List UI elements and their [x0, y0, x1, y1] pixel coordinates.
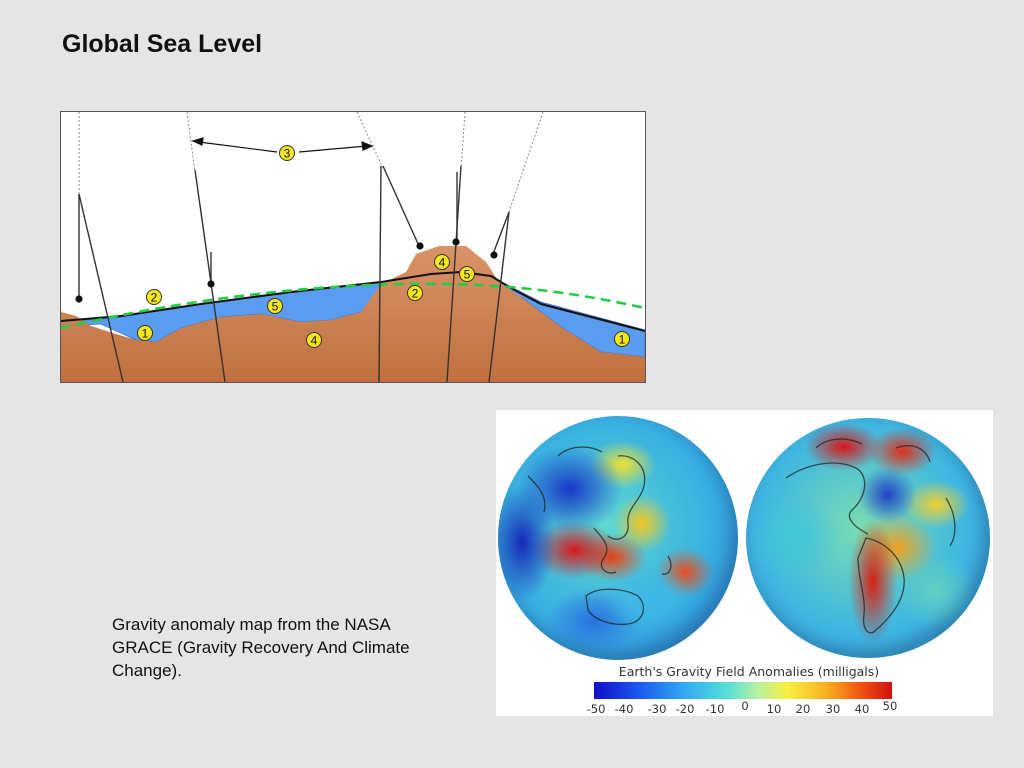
svg-text:1: 1: [142, 327, 149, 341]
marker-2-mountain: 2: [407, 285, 423, 301]
globe-eastern-hemisphere: [498, 416, 738, 660]
measurement-points: [75, 238, 498, 303]
marker-3: 3: [279, 145, 295, 161]
globe-western-hemisphere: [746, 418, 990, 658]
marker-5-mountain: 5: [459, 266, 475, 282]
svg-text:5: 5: [464, 268, 471, 282]
image-caption: Gravity anomaly map from the NASA GRACE …: [112, 615, 410, 680]
diagram-svg: 1 2 3 5 4 4 5 2: [61, 112, 645, 382]
tick-label: 40: [854, 702, 870, 716]
coastline-overlay-left: [527, 446, 672, 626]
marker-1-left: 1: [137, 325, 153, 341]
coastline-overlay-right: [785, 438, 956, 634]
svg-text:4: 4: [439, 256, 446, 270]
tick-label: -50: [586, 702, 606, 716]
tick-label: 0: [741, 699, 749, 713]
span-arrow: [191, 137, 374, 153]
tick-label: 20: [795, 702, 811, 716]
marker-2-left: 2: [146, 289, 162, 305]
colorbar-title: Earth's Gravity Field Anomalies (milliga…: [618, 664, 880, 679]
sea-level-diagram: 1 2 3 5 4 4 5 2: [60, 111, 646, 383]
tick-label: -10: [705, 702, 725, 716]
tick-label: 10: [766, 702, 782, 716]
svg-text:1: 1: [619, 333, 626, 347]
svg-text:4: 4: [311, 334, 318, 348]
tick-label: 30: [825, 702, 841, 716]
slide-title: Global Sea Level: [62, 30, 263, 58]
marker-5-left: 5: [267, 298, 283, 314]
measurement-lines: [78, 165, 510, 382]
gravity-anomaly-map: Earth's Gravity Field Anomalies (milliga…: [496, 410, 993, 716]
land-mass: [61, 246, 645, 382]
tick-label: -30: [647, 702, 667, 716]
svg-text:3: 3: [284, 147, 291, 161]
tick-label: 50: [882, 699, 898, 713]
svg-text:5: 5: [272, 300, 279, 314]
ellipsoid-line: [61, 270, 645, 332]
marker-1-right: 1: [614, 331, 630, 347]
svg-text:2: 2: [151, 291, 158, 305]
marker-4-mountain: 4: [434, 254, 450, 270]
colorbar-ticks: -50 -40 -30 -20 -10 0 10 20 30 40 50: [586, 699, 900, 716]
tick-label: -40: [614, 702, 634, 716]
svg-text:2: 2: [412, 287, 419, 301]
tick-label: -20: [675, 702, 695, 716]
colorbar-scale: [594, 682, 892, 699]
geoid-dashed-line: [61, 282, 645, 330]
marker-4-seafloor: 4: [306, 332, 322, 348]
